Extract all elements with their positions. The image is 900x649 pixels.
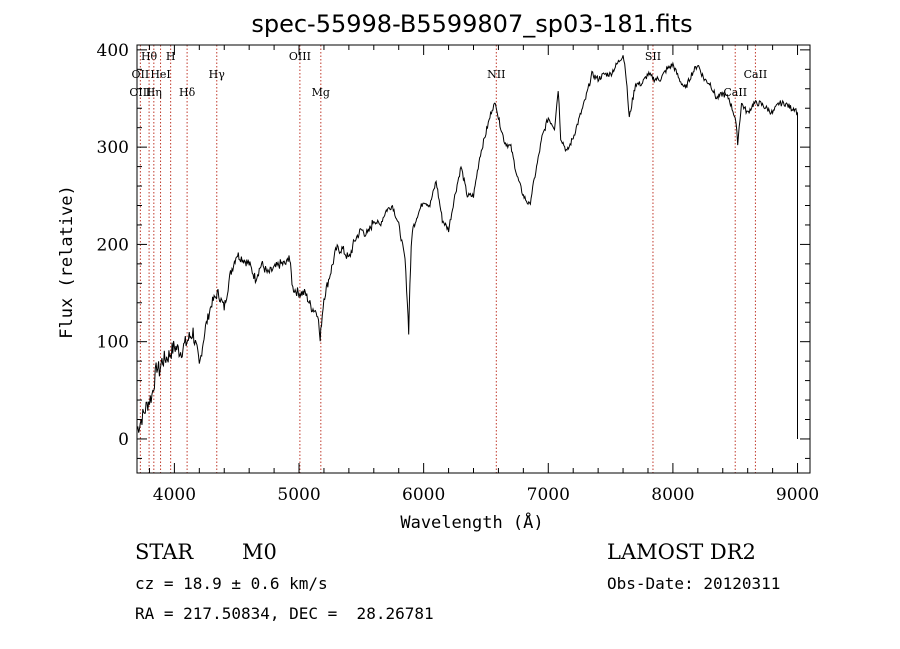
x-axis-label: Wavelength (Å) (400, 511, 543, 533)
spectral-line-label: Hη (146, 86, 162, 99)
spectral-line-label: H (166, 50, 176, 63)
spectral-line-label: NII (487, 68, 505, 81)
spectral-line-label: SII (645, 50, 661, 63)
y-tick-label: 400 (97, 41, 129, 61)
coordinates-text: RA = 217.50834, DEC = 28.26781 (135, 604, 434, 623)
y-tick-label: 300 (97, 138, 129, 158)
spectral-line-label: Mg (312, 86, 330, 99)
y-tick-label: 0 (118, 430, 129, 450)
spectral-line-label: Hδ (179, 86, 196, 99)
y-tick-label: 100 (97, 333, 129, 353)
spectral-line-label: Hγ (209, 68, 226, 81)
x-tick-label: 9000 (776, 485, 819, 505)
chart-title: spec-55998-B5599807_sp03-181.fits (251, 10, 692, 38)
object-subclass: M0 (242, 540, 277, 564)
spectral-line-label: CaII (744, 68, 768, 81)
spectral-line-label: HeI (150, 68, 170, 81)
y-axis-label: Flux (relative) (57, 185, 77, 339)
spectral-line-label: OIII (289, 50, 311, 63)
x-tick-label: 5000 (277, 485, 320, 505)
x-tick-label: 8000 (651, 485, 694, 505)
survey-name: LAMOST DR2 (607, 540, 756, 564)
flux-series-line (136, 55, 798, 439)
obs-date-text: Obs-Date: 20120311 (607, 574, 781, 593)
y-tick-label: 200 (97, 235, 129, 255)
spectral-line-label: Hθ (141, 50, 158, 63)
spectral-line-label: OII (132, 68, 150, 81)
spectral-line-label: CaII (723, 86, 747, 99)
plot-frame (136, 44, 811, 474)
axis-ticks: 4000 5000 6000 7000 8000 9000 0 100 200 300 400 (97, 41, 820, 505)
x-tick-label: 6000 (402, 485, 445, 505)
redshift-text: cz = 18.9 ± 0.6 km/s (135, 574, 328, 593)
x-tick-label: 7000 (527, 485, 570, 505)
object-class: STAR (135, 540, 194, 564)
x-tick-label: 4000 (153, 485, 196, 505)
spectral-line-label: OIII (129, 86, 151, 99)
